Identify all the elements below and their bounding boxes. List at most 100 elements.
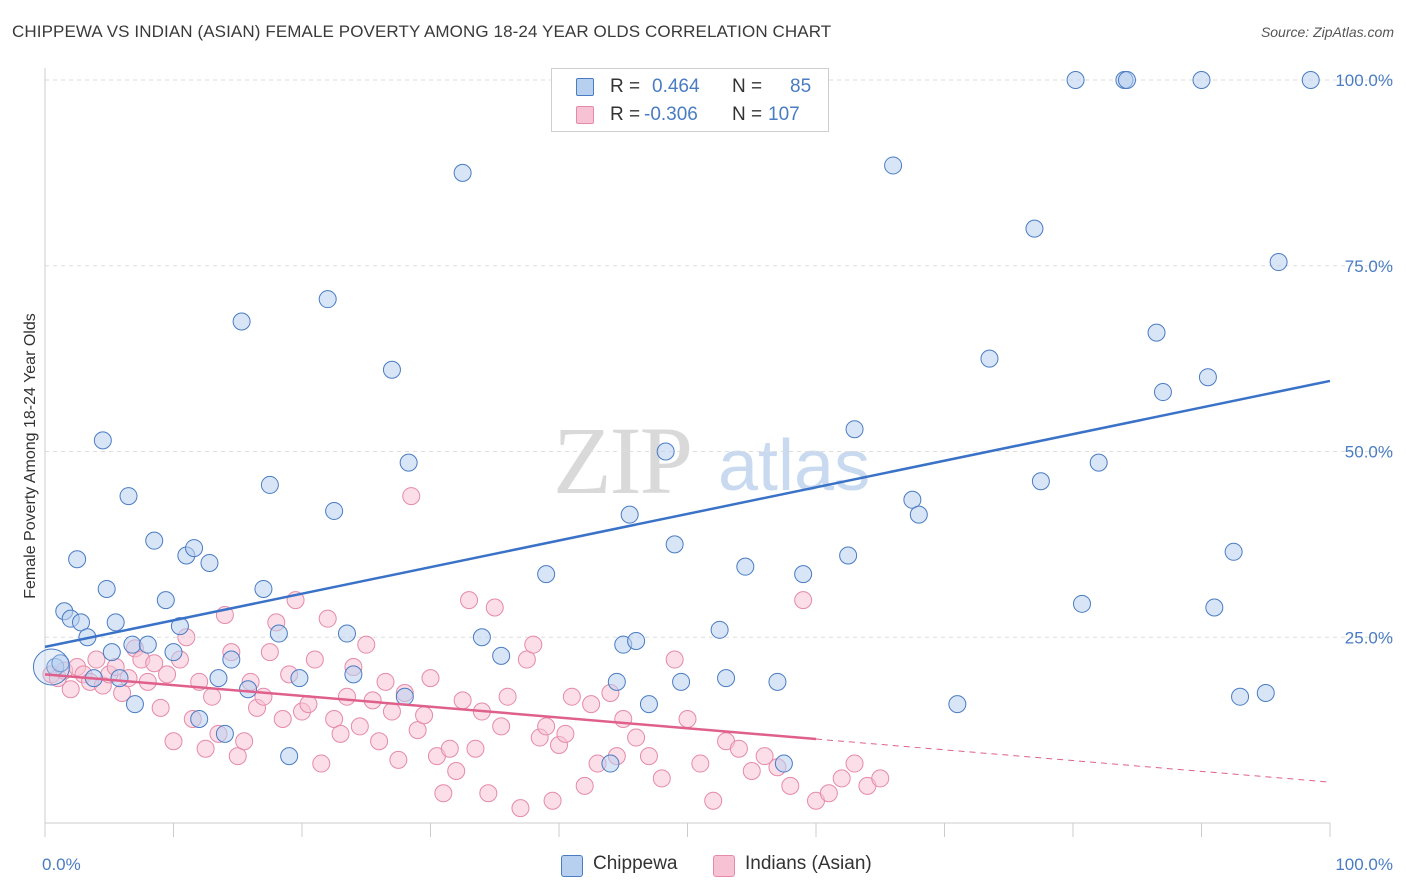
point-indians-asian — [440, 739, 459, 758]
point-indians-asian — [389, 750, 408, 769]
point-indians-asian — [652, 769, 671, 788]
point-indians-asian — [479, 784, 498, 803]
point-indians-asian — [357, 635, 376, 654]
point-chippewa — [672, 672, 691, 691]
point-indians-asian — [228, 747, 247, 766]
point-chippewa — [839, 546, 858, 565]
point-chippewa — [71, 613, 90, 632]
point-chippewa — [119, 487, 138, 506]
point-chippewa — [1256, 683, 1275, 702]
point-indians-asian — [312, 754, 331, 773]
point-chippewa — [492, 646, 511, 665]
point-chippewa — [1301, 71, 1320, 89]
point-chippewa — [884, 156, 903, 175]
point-chippewa — [774, 754, 793, 773]
point-indians-asian — [832, 769, 851, 788]
point-chippewa-cluster — [32, 648, 70, 686]
point-indians-asian — [498, 687, 517, 706]
point-indians-asian — [196, 739, 215, 758]
point-chippewa — [102, 643, 121, 662]
legend-swatch-chippewa — [561, 855, 583, 877]
point-indians-asian — [466, 739, 485, 758]
point-chippewa — [156, 591, 175, 610]
point-chippewa — [627, 631, 646, 650]
point-chippewa — [607, 672, 626, 691]
point-indians-asian — [453, 691, 472, 710]
point-chippewa — [254, 579, 273, 598]
legend-r-label: R = — [610, 76, 641, 97]
point-indians-asian — [704, 791, 723, 810]
point-indians-asian — [562, 687, 581, 706]
legend-r-label: R = — [610, 104, 641, 125]
point-chippewa — [318, 290, 337, 309]
point-chippewa — [1231, 687, 1250, 706]
point-chippewa — [123, 635, 142, 654]
point-indians-asian — [337, 687, 356, 706]
point-chippewa — [903, 490, 922, 509]
point-chippewa — [222, 650, 241, 669]
point-indians-asian — [639, 747, 658, 766]
point-indians-asian — [447, 761, 466, 780]
point-chippewa — [185, 539, 204, 558]
legend-row-chippewa: R = 0.464 N = 85 — [552, 73, 828, 101]
point-indians-asian — [305, 650, 324, 669]
trend-line-chippewa — [44, 379, 1331, 649]
trend-line-indians-asian-extension — [815, 738, 1331, 783]
point-indians-asian — [543, 791, 562, 810]
point-indians-asian — [158, 665, 177, 684]
point-indians-asian — [678, 709, 697, 728]
point-indians-asian — [203, 687, 222, 706]
trend-lines — [44, 379, 1331, 783]
point-chippewa — [68, 550, 87, 569]
series-legend: Chippewa Indians (Asian) — [0, 852, 1406, 878]
point-indians-asian — [575, 776, 594, 795]
point-chippewa — [845, 420, 864, 439]
point-chippewa — [110, 669, 129, 688]
point-chippewa — [1031, 472, 1050, 491]
point-chippewa — [948, 695, 967, 714]
legend-n-label: N = — [732, 76, 763, 97]
point-chippewa — [1117, 71, 1136, 89]
legend-n-value: 107 — [768, 104, 800, 125]
point-indians-asian — [260, 643, 279, 662]
point-chippewa — [290, 669, 309, 688]
point-indians-asian — [460, 591, 479, 610]
y-tick-label: 25.0% — [1345, 628, 1393, 647]
point-chippewa — [1198, 368, 1217, 387]
point-chippewa — [190, 709, 209, 728]
point-chippewa — [1147, 323, 1166, 342]
point-indians-asian — [819, 784, 838, 803]
legend-row-indians-asian: R = -0.306 N = 107 — [552, 101, 828, 129]
y-tick-label: 50.0% — [1345, 443, 1393, 462]
point-indians-asian — [665, 650, 684, 669]
point-indians-asian — [325, 709, 344, 728]
point-indians-asian — [729, 739, 748, 758]
point-chippewa — [794, 565, 813, 584]
stats-legend: R = 0.464 N = 85 R = -0.306 N = 107 — [551, 68, 829, 132]
point-chippewa — [656, 442, 675, 461]
point-indians-asian — [61, 680, 80, 699]
axes — [44, 68, 1331, 837]
point-chippewa — [768, 672, 787, 691]
point-indians-asian — [794, 591, 813, 610]
point-chippewa — [399, 453, 418, 472]
point-chippewa — [200, 553, 219, 572]
y-axis-label: Female Poverty Among 18-24 Year Olds — [22, 313, 39, 599]
gridlines — [45, 79, 1395, 638]
x-tick-label: 0.0% — [42, 855, 81, 874]
point-chippewa — [601, 754, 620, 773]
point-chippewa — [145, 531, 164, 550]
legend-r-value: -0.306 — [644, 104, 698, 125]
point-chippewa — [1089, 453, 1108, 472]
point-chippewa — [239, 680, 258, 699]
point-indians-asian — [614, 709, 633, 728]
point-chippewa — [1066, 71, 1085, 89]
legend-r-value: 0.464 — [652, 76, 700, 97]
legend-n-label: N = — [732, 104, 763, 125]
point-indians-asian — [370, 732, 389, 751]
point-chippewa — [215, 724, 234, 743]
point-chippewa — [665, 535, 684, 554]
point-indians-asian — [151, 698, 170, 717]
point-chippewa — [1072, 594, 1091, 613]
